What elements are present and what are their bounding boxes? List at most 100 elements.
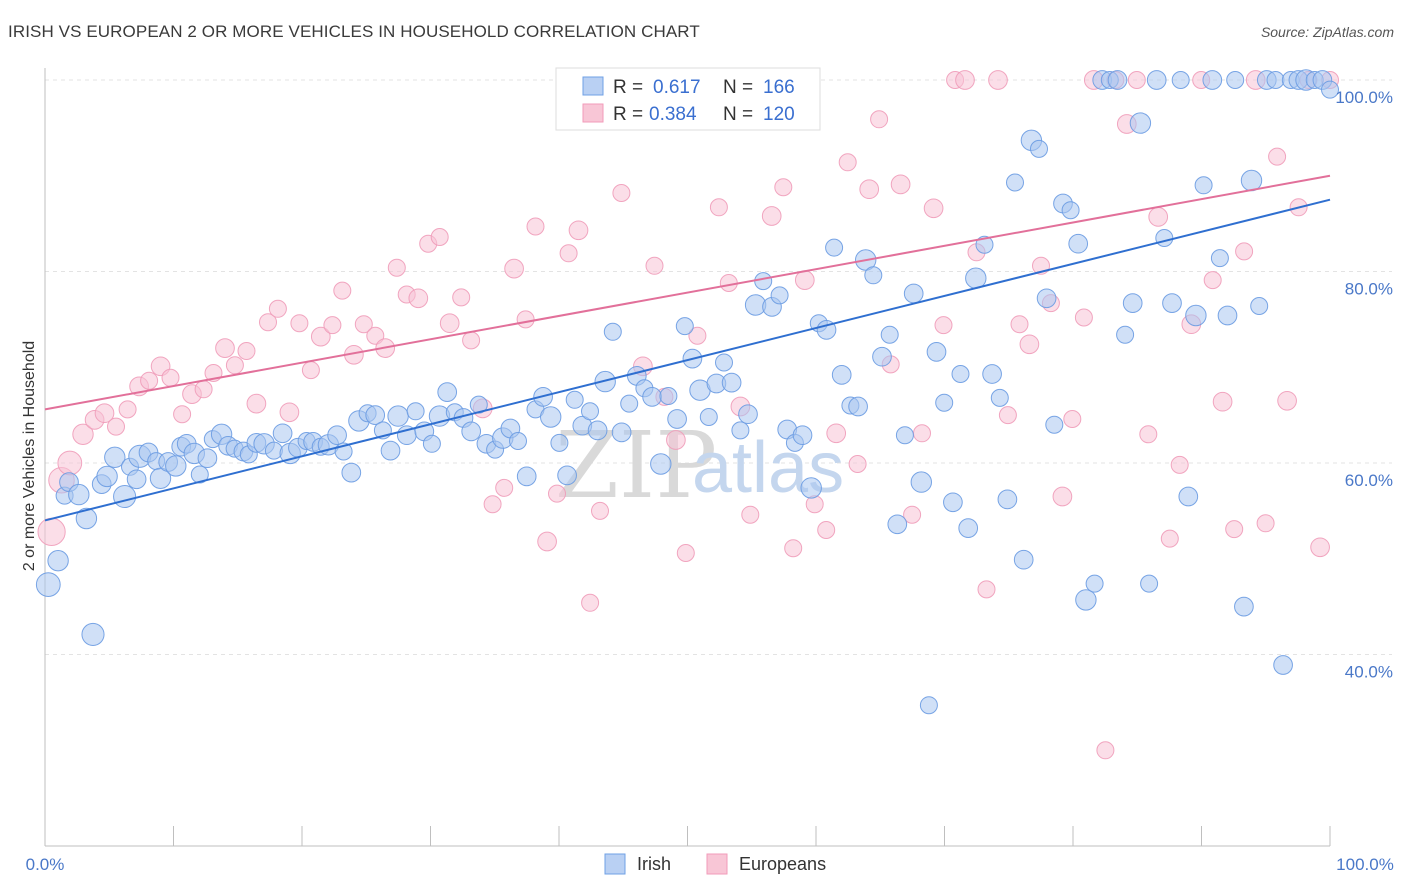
europeans-point [761,206,782,226]
europeans-point [333,281,352,300]
irish-point [550,433,569,452]
x-ticks [44,826,1331,846]
europeans-point [859,179,880,200]
watermark-atlas: atlas [692,428,844,508]
europeans-point [526,217,545,236]
europeans-point [354,315,373,334]
irish-point [1226,71,1245,89]
irish-point [675,317,694,336]
europeans-point [215,338,235,358]
europeans-point [323,316,342,335]
europeans-point [548,484,566,503]
europeans-point [676,544,695,562]
europeans-point [1310,537,1330,558]
europeans-point [1212,391,1233,412]
grid [45,79,1392,655]
irish-point [1178,486,1199,507]
europeans-point [504,258,524,279]
irish-point [47,550,69,572]
irish-point [800,477,822,499]
irish-point [943,492,963,513]
irish-point [1045,415,1064,434]
irish-point [1234,596,1254,617]
europeans-point [988,70,1008,90]
irish-point [919,696,938,715]
irish-point [365,405,386,425]
y-axis-title: 2 or more Vehicles in Household [21,341,38,571]
legend-r-value-irish: 0.617 [653,77,701,98]
europeans-point [913,424,931,443]
europeans-point [173,405,192,424]
irish-point [958,518,979,538]
irish-point [75,507,98,530]
europeans-point [848,455,867,473]
series-europeans [37,70,1339,760]
europeans-point [1019,334,1040,355]
irish-point [437,382,458,402]
irish-point [864,266,883,285]
irish-point [509,432,527,450]
europeans-point [1225,520,1244,539]
europeans-point [57,450,83,476]
irish-point [380,440,401,461]
irish-point [197,448,218,469]
europeans-point [430,228,449,246]
irish-point [81,622,105,646]
y-tick-label-80: 80.0% [1345,280,1393,299]
europeans-point [934,316,953,335]
legend: R = 0.617 N = 166 R = 0.384 N = 120 [555,67,821,131]
irish-point [650,453,672,475]
irish-point [659,387,678,405]
irish-point [1122,293,1143,313]
x-tick-label-0: 0.0% [26,855,65,874]
irish-point [903,283,924,304]
irish-point [951,365,970,383]
irish-point [341,462,362,483]
irish-point [272,423,293,444]
irish-point [1013,549,1034,570]
irish-point [126,469,147,490]
irish-point [1202,70,1223,90]
series-irish [35,69,1339,715]
europeans-point [483,495,502,514]
europeans-point [645,256,664,275]
europeans-point [774,178,793,197]
europeans-point [452,288,471,307]
irish-point [104,446,126,468]
irish-point [831,365,852,385]
irish-point [792,425,813,446]
europeans-point [741,505,760,524]
irish-point [848,396,868,417]
irish-point [731,421,750,440]
bottom-legend-label-irish: Irish [637,854,671,874]
bottom-legend-swatch-europeans [706,853,728,875]
europeans-point [290,314,309,333]
legend-n-value-irish: 166 [763,77,795,98]
europeans-point [279,402,300,423]
irish-point [611,422,632,443]
europeans-point [794,270,815,290]
irish-point [910,471,932,493]
legend-n-label-irish: N = [723,77,753,98]
europeans-point [923,198,944,219]
europeans-point [688,326,707,345]
irish-point [770,286,789,305]
irish-point [1210,249,1229,268]
europeans-point [462,331,481,350]
irish-point [1155,229,1174,247]
y-tick-labels: 40.0% 60.0% 80.0% 100.0% [1335,88,1393,682]
irish-point [926,342,947,362]
europeans-point [237,342,256,360]
irish-point [699,408,718,426]
irish-point [642,387,662,407]
irish-point [68,483,90,506]
europeans-point [94,403,115,424]
irish-point [935,393,954,412]
irish-point [1030,139,1048,158]
legend-r-label-irish: R = [613,77,643,98]
irish-point [422,434,441,453]
bottom-legend-label-europeans: Europeans [739,854,826,874]
irish-point [721,372,742,393]
europeans-point [1160,529,1179,548]
europeans-point [366,326,385,345]
